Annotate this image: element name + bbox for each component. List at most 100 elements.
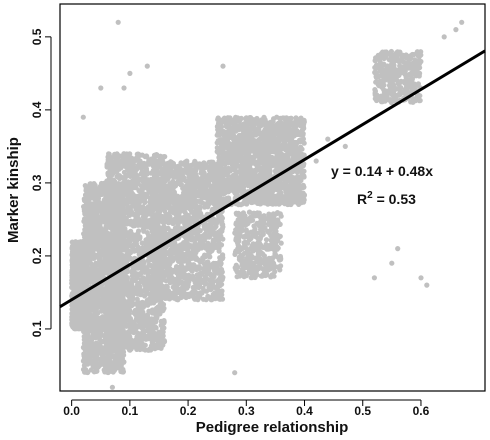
data-point: [137, 198, 143, 204]
data-point: [104, 164, 110, 170]
data-point: [161, 319, 167, 325]
data-point: [85, 331, 91, 337]
data-point: [126, 211, 132, 217]
data-point: [124, 246, 130, 252]
data-point: [119, 369, 125, 375]
data-point: [75, 309, 81, 315]
data-point: [111, 217, 117, 223]
data-point: [160, 342, 166, 348]
data-point: [70, 272, 76, 278]
data-point: [145, 286, 151, 292]
data-point: [133, 316, 139, 322]
data-point: [82, 326, 88, 332]
data-point: [104, 289, 110, 295]
data-point: [98, 259, 104, 265]
data-point: [107, 333, 113, 339]
data-point: [120, 231, 126, 237]
data-point: [73, 239, 79, 245]
data-point: [74, 317, 80, 323]
data-point: [91, 306, 97, 313]
data-point: [120, 198, 126, 204]
data-point: [136, 300, 142, 306]
data-point: [113, 337, 119, 343]
data-point: [112, 362, 119, 368]
data-point: [104, 242, 111, 248]
data-point: [90, 268, 96, 275]
data-point: [208, 287, 214, 293]
data-point: [110, 226, 116, 232]
data-point: [192, 280, 198, 286]
data-point: [107, 157, 113, 163]
data-point: [107, 302, 113, 308]
data-point: [161, 273, 168, 279]
data-point: [126, 311, 132, 317]
data-point: [126, 321, 132, 327]
data-point: [146, 332, 152, 338]
data-point: [82, 281, 88, 288]
data-point: [95, 295, 101, 301]
data-point: [93, 350, 99, 356]
data-point: [93, 246, 99, 252]
data-point: [131, 195, 138, 201]
data-point: [132, 311, 138, 317]
data-point: [154, 176, 160, 182]
data-point: [150, 299, 156, 305]
data-point: [133, 205, 139, 211]
data-point: [128, 172, 134, 178]
data-point: [105, 190, 111, 196]
data-point: [132, 285, 138, 291]
data-point: [145, 257, 151, 264]
data-point: [82, 369, 88, 375]
data-point: [130, 219, 137, 225]
data-point: [74, 246, 80, 252]
data-point: [87, 320, 94, 326]
data-point: [136, 271, 142, 277]
data-point: [123, 173, 129, 179]
data-point: [132, 212, 138, 218]
data-point: [156, 336, 162, 343]
data-point: [141, 207, 147, 213]
data-point: [108, 309, 114, 315]
data-point: [129, 185, 135, 191]
data-point: [81, 197, 88, 204]
data-point: [120, 347, 126, 353]
data-point: [89, 278, 95, 284]
data-point: [116, 324, 122, 330]
data-point: [90, 221, 96, 227]
data-point: [144, 230, 150, 236]
data-point: [84, 308, 90, 314]
data-point: [122, 226, 128, 232]
data-point: [142, 199, 148, 205]
data-point: [120, 338, 126, 344]
data-point: [133, 155, 140, 161]
data-point: [98, 226, 104, 232]
data-point: [89, 233, 95, 239]
data-point: [133, 237, 139, 243]
data-point: [141, 343, 147, 349]
data-point: [84, 357, 90, 363]
data-point: [97, 184, 103, 190]
data-point: [136, 228, 142, 234]
data-point: [76, 275, 82, 281]
data-point: [106, 254, 113, 260]
data-point: [114, 255, 120, 261]
data-point: [89, 192, 95, 198]
data-point: [142, 171, 148, 177]
data-point: [118, 304, 124, 310]
data-point: [98, 214, 104, 220]
data-point: [114, 151, 120, 157]
data-point: [127, 339, 133, 345]
data-point: [84, 271, 90, 277]
data-point: [100, 357, 106, 363]
data-point: [70, 278, 76, 284]
data-point: [95, 198, 101, 205]
data-point: [145, 245, 151, 251]
data-point: [96, 191, 102, 197]
data-point: [122, 191, 128, 197]
data-point: [108, 280, 114, 286]
data-point: [141, 336, 147, 342]
data-point: [80, 318, 86, 324]
data-point: [106, 231, 112, 238]
data-point: [83, 254, 90, 260]
